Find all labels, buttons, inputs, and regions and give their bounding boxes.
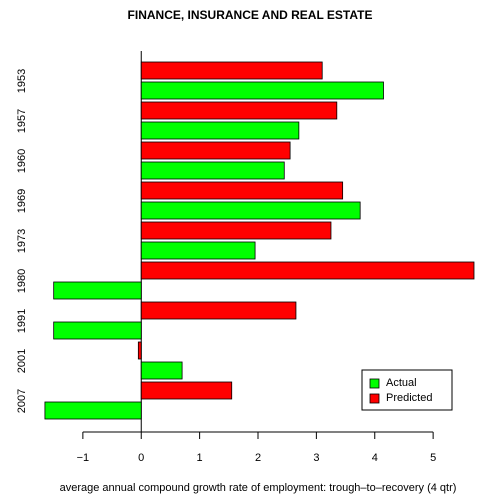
legend-label: Actual (386, 377, 417, 389)
bar (140, 261, 475, 280)
x-tick-label: 2 (255, 452, 261, 464)
bar (140, 201, 361, 220)
x-tick-label: 4 (372, 452, 378, 464)
x-tick-label: 3 (313, 452, 319, 464)
x-axis-label: average annual compound growth rate of e… (60, 482, 457, 494)
bar (140, 121, 300, 140)
bar (140, 141, 291, 160)
x-tick-label: 5 (430, 452, 436, 464)
bar (140, 101, 338, 120)
bar (140, 161, 285, 180)
y-tick-label: 2001 (16, 349, 28, 373)
y-tick-label: 2007 (16, 389, 28, 413)
chart-title: FINANCE, INSURANCE AND REAL ESTATE (128, 8, 373, 22)
y-tick-label: 1980 (16, 269, 28, 293)
bar (53, 281, 142, 300)
bar (140, 221, 332, 240)
bar (140, 381, 233, 400)
bar (137, 341, 142, 360)
bar (140, 61, 323, 80)
bar (53, 321, 142, 340)
legend-swatch (369, 393, 380, 404)
bar (140, 241, 256, 260)
x-tick-label: 0 (138, 452, 144, 464)
y-tick-label: 1973 (16, 229, 28, 253)
bar (44, 401, 142, 420)
y-tick-label: 1969 (16, 189, 28, 213)
y-tick-label: 1953 (16, 69, 28, 93)
bar (140, 301, 297, 320)
y-tick-label: 1960 (16, 149, 28, 173)
x-tick-label: 1 (197, 452, 203, 464)
bar (140, 361, 183, 380)
y-tick-label: 1957 (16, 109, 28, 133)
legend-label: Predicted (386, 392, 432, 404)
bar (140, 181, 344, 200)
x-tick-label: −1 (77, 452, 90, 464)
bar (140, 81, 384, 100)
legend-swatch (369, 378, 380, 389)
y-tick-label: 1991 (16, 309, 28, 333)
